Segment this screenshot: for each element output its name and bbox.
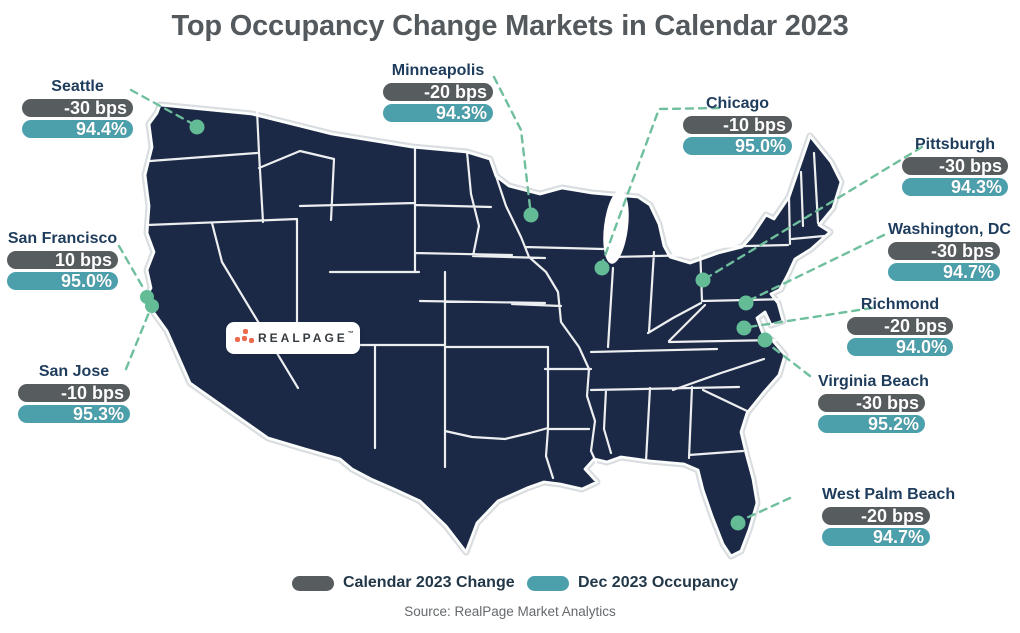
change-pill: -30 bps (818, 394, 925, 412)
minneapolis-marker-dot (523, 207, 539, 223)
leader-line-seattle (129, 88, 195, 126)
leader-line-san-jose (124, 308, 152, 371)
occupancy-pill: 94.0% (847, 338, 953, 356)
city-label: Virginia Beach (818, 373, 929, 390)
chicago-marker-dot (594, 260, 610, 276)
leader-line-washington-dc (748, 233, 886, 302)
leader-line-chicago (601, 106, 721, 263)
realpage-watermark: REALPAGE™ (226, 322, 360, 354)
city-label: Richmond (860, 296, 940, 313)
realpage-logo-icon (226, 322, 258, 354)
occupancy-pill: 94.3% (383, 104, 493, 122)
legend-change-label: Calendar 2023 Change (343, 574, 515, 591)
leader-line-west-palm-beach (740, 496, 792, 522)
leader-line-pittsburgh (706, 145, 924, 279)
seattle-marker-dot (189, 119, 205, 135)
washington-dc-marker-dot (738, 295, 754, 311)
source-credit: Source: RealPage Market Analytics (404, 604, 616, 619)
city-label: Pittsburgh (915, 136, 995, 153)
callout-chicago: Chicago -10 bps 95.0% (683, 95, 792, 155)
city-label: Washington, DC (888, 221, 1011, 238)
city-label: Seattle (51, 78, 104, 95)
callout-richmond: Richmond -20 bps 94.0% (847, 296, 953, 356)
us-landmass (143, 103, 843, 558)
change-pill: -30 bps (888, 242, 1000, 260)
leader-line-san-francisco (117, 244, 147, 293)
leader-line-minneapolis (492, 75, 532, 209)
legend-occupancy-swatch (527, 575, 569, 591)
city-label: Chicago (705, 95, 770, 112)
realpage-brand-text: REALPAGE™ (258, 331, 354, 345)
occupancy-pill: 95.3% (18, 405, 130, 423)
leader-line-virginia-beach (765, 341, 812, 378)
leader-lines (117, 75, 924, 522)
richmond-marker-dot (736, 320, 752, 336)
change-pill: -30 bps (902, 157, 1008, 175)
legend-occupancy-label: Dec 2023 Occupancy (578, 574, 739, 591)
change-pill: 10 bps (7, 251, 118, 269)
occupancy-pill: 94.7% (822, 528, 930, 546)
callout-west-palm-beach: West Palm Beach -20 bps 94.7% (822, 486, 956, 546)
change-pill: -10 bps (683, 116, 792, 134)
state-borders (145, 108, 826, 480)
legend-change-swatch (292, 575, 334, 591)
callout-washington-dc: Washington, DC -30 bps 94.7% (888, 221, 1011, 281)
callout-san-francisco: San Francisco 10 bps 95.0% (7, 230, 118, 290)
city-label: San Jose (38, 363, 110, 380)
page-title: Top Occupancy Change Markets in Calendar… (171, 10, 849, 42)
city-label: San Francisco (7, 230, 118, 247)
pittsburgh-marker-dot (695, 272, 711, 288)
callout-san-jose: San Jose -10 bps 95.3% (18, 363, 130, 423)
city-label: Minneapolis (391, 62, 485, 79)
occupancy-pill: 94.4% (22, 120, 133, 138)
change-pill: -20 bps (383, 83, 493, 101)
change-pill: -20 bps (822, 507, 930, 525)
change-pill: -10 bps (18, 384, 130, 402)
callout-virginia-beach: Virginia Beach -30 bps 95.2% (818, 373, 929, 433)
san-jose-marker-dot (145, 299, 159, 313)
virginia-beach-marker-dot (757, 332, 773, 348)
change-pill: -20 bps (847, 317, 953, 335)
leader-line-richmond (747, 306, 874, 329)
occupancy-pill: 94.3% (902, 178, 1008, 196)
occupancy-pill: 94.7% (888, 263, 1000, 281)
occupancy-pill: 95.0% (683, 137, 792, 155)
trademark-symbol: ™ (347, 331, 354, 337)
callout-pittsburgh: Pittsburgh -30 bps 94.3% (902, 136, 1008, 196)
callout-seattle: Seattle -30 bps 94.4% (22, 78, 133, 138)
legend-item-occupancy: Dec 2023 Occupancy (527, 574, 739, 591)
change-pill: -30 bps (22, 99, 133, 117)
occupancy-pill: 95.2% (818, 415, 925, 433)
west-palm-beach-marker-dot (730, 515, 746, 531)
callout-minneapolis: Minneapolis -20 bps 94.3% (383, 62, 493, 122)
legend-item-change: Calendar 2023 Change (292, 574, 515, 591)
city-label: West Palm Beach (822, 486, 956, 503)
occupancy-pill: 95.0% (7, 272, 118, 290)
city-markers (140, 119, 773, 531)
